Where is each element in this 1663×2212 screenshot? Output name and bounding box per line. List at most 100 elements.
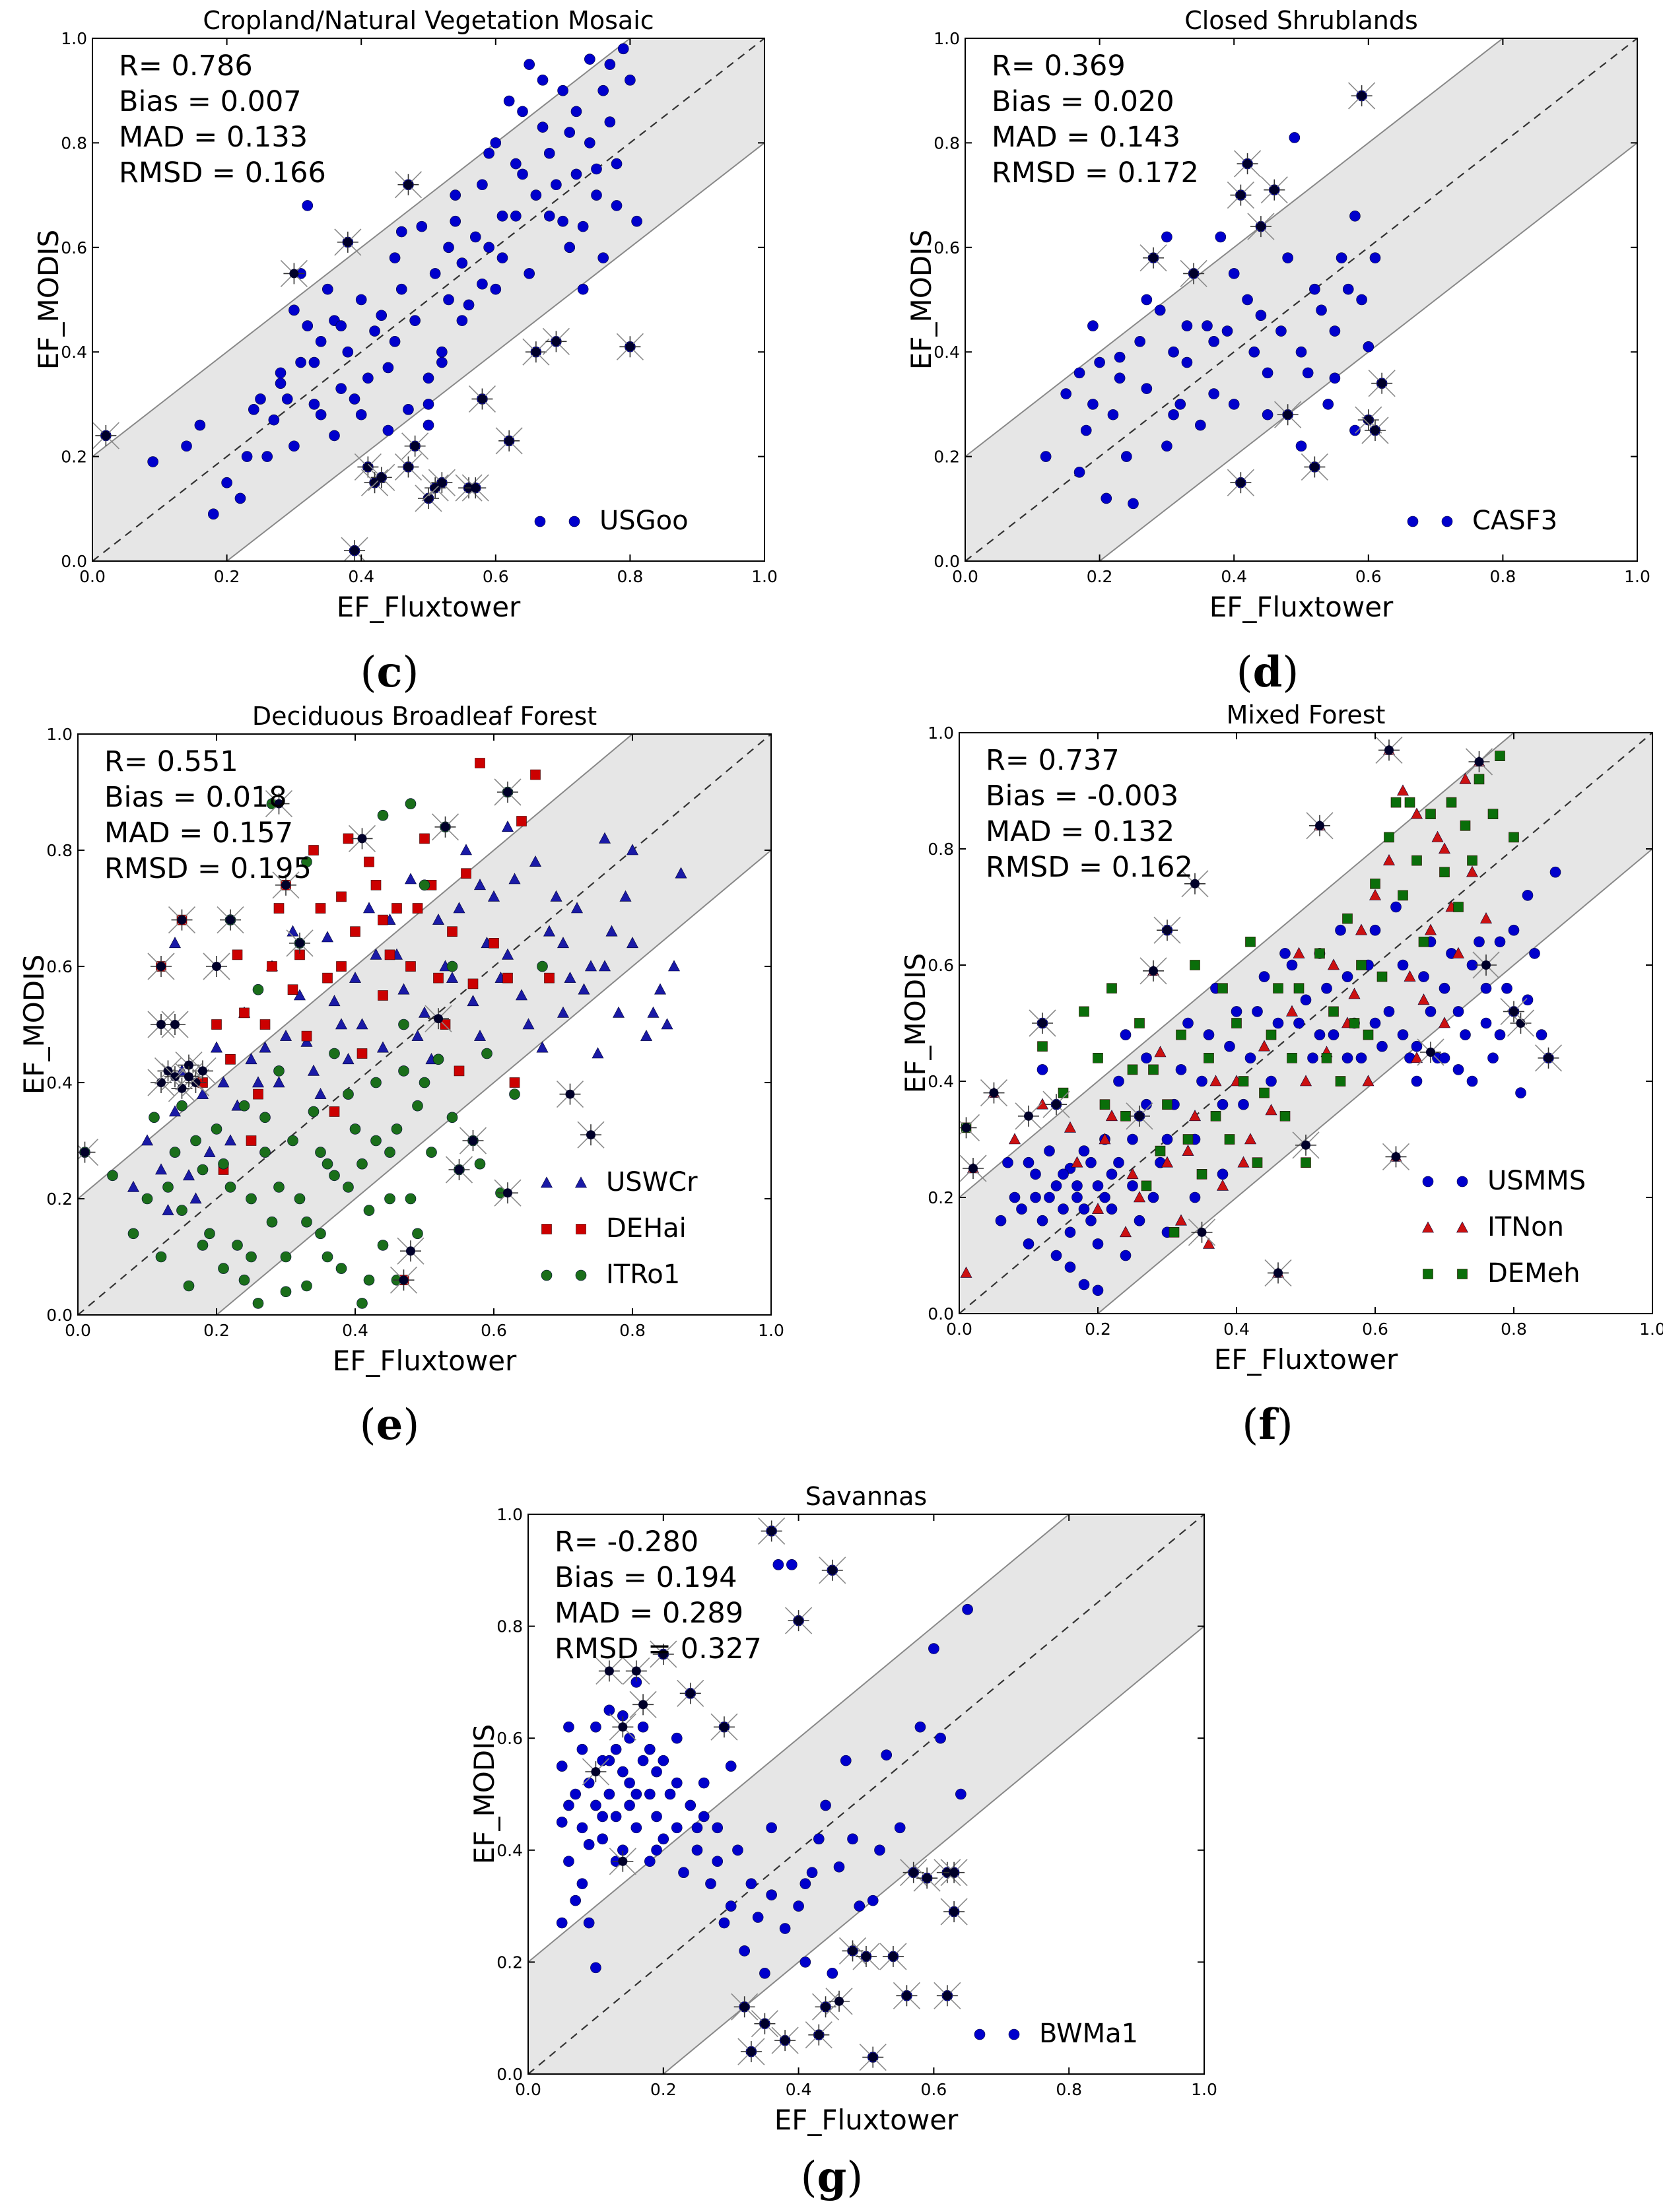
data-point [658,1833,669,1845]
outlier-cross [360,469,389,496]
data-point [302,200,314,211]
data-point [477,179,488,191]
data-point [678,1867,689,1879]
data-point [590,1962,601,1974]
data-point [854,1900,865,1912]
data-point [1370,879,1380,889]
legend-marker [534,516,546,527]
data-point [603,1788,615,1800]
outlier-cross [1188,1219,1216,1246]
outlier-cross [859,2043,887,2071]
data-point [793,1900,804,1912]
outlier-cross [1247,213,1275,240]
data-point [1141,1052,1152,1064]
data-point [1287,1053,1297,1063]
data-point [1060,388,1071,399]
data-point [329,1106,340,1117]
data-point [617,1766,628,1778]
data-point [1363,1029,1374,1040]
data-point [1036,1064,1048,1075]
data-point [1141,383,1153,394]
data-point [1154,304,1166,316]
data-point [1064,1121,1076,1133]
outlier-cross [265,790,293,818]
data-point [349,1123,361,1135]
series-ITRo1 [79,786,548,1309]
stat-line: RMSD = 0.195 [104,852,312,885]
data-point [563,1721,574,1733]
data-point [147,456,158,467]
outlier-cross [940,1859,968,1887]
stat-line: MAD = 0.132 [986,815,1174,848]
data-point [419,833,430,844]
data-point [288,304,300,316]
legend-marker [974,2028,986,2040]
data-point [577,283,589,295]
x-axis-label: EF_Fluxtower [1209,591,1394,623]
band-upper-line [959,733,1515,1198]
data-point [217,1076,230,1088]
data-point [1101,492,1112,504]
x-tick-label: 0.0 [65,1321,91,1340]
data-point [1258,971,1270,982]
data-point [570,1894,581,1906]
data-point [416,220,428,232]
outlier-cross [1375,736,1403,764]
data-point [517,168,528,180]
one-to-one-line [78,734,771,1315]
x-tick-label: 0.8 [1490,567,1516,586]
data-point [1092,1202,1104,1214]
data-point [273,1076,285,1088]
outlier-cross [1180,259,1207,287]
data-point [1044,1145,1055,1156]
band-upper-line [528,1514,1070,1963]
data-point [315,409,327,420]
data-point [248,404,259,415]
data-point [1314,1029,1326,1040]
data-point [544,972,555,984]
data-point [1390,797,1402,808]
outlier-cross [1417,1038,1444,1066]
y-tick-label: 0.2 [46,1190,73,1209]
data-point [833,1861,845,1873]
data-point [691,1844,703,1856]
data-point [617,43,629,55]
outlier-cross [147,1011,175,1038]
data-point [335,1018,347,1030]
legend-item: ITNon [1422,1212,1564,1242]
data-point [583,1839,595,1850]
data-point [349,393,360,405]
y-tick-label: 1.0 [928,723,954,743]
data-point [1508,924,1520,936]
outlier-cross [737,2038,765,2065]
data-point [266,1216,278,1228]
chart-title: Savannas [805,1482,927,1511]
outlier-cross [394,453,423,481]
data-point [322,283,333,295]
data-point [398,1065,409,1077]
data-point [1085,1215,1097,1226]
data-point [1036,1215,1048,1226]
data-point [432,913,444,925]
data-point [1265,1104,1277,1116]
data-point [509,1077,520,1088]
data-point [584,137,595,149]
stat-line: MAD = 0.289 [555,1597,743,1630]
data-point [377,809,389,821]
data-point [1106,1110,1118,1122]
data-point [162,1203,174,1215]
data-point [149,1112,160,1123]
legend-marker [1441,516,1453,527]
data-point [469,231,481,243]
outlier-cross [428,469,456,496]
data-point [1148,1064,1159,1075]
data-point [1189,1191,1201,1203]
data-point [1016,1203,1027,1215]
data-point [1208,388,1219,399]
data-point [127,1180,139,1192]
outlier-cross [431,813,459,841]
data-point [1259,1087,1270,1098]
outlier-cross [556,1081,584,1108]
data-point [1295,440,1307,452]
